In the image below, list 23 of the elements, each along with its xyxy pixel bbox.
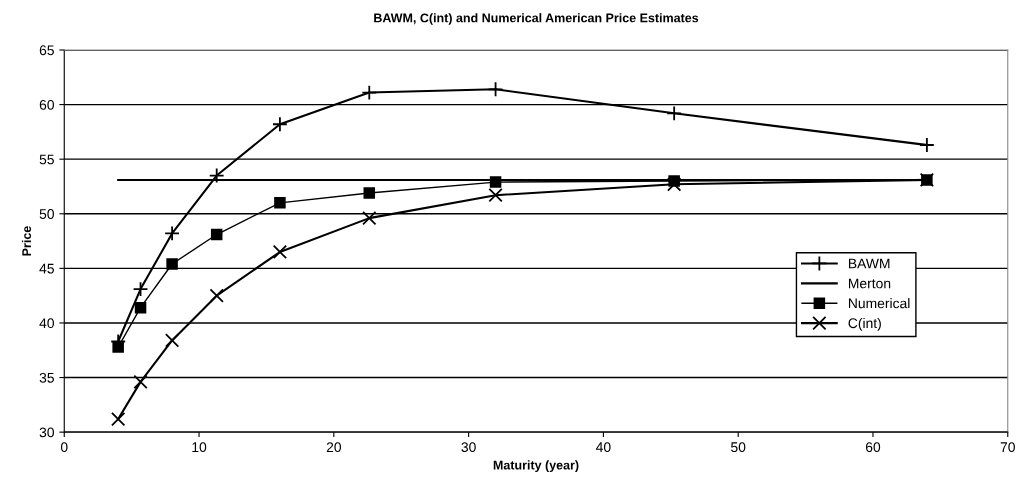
x-tick-label: 20	[326, 442, 342, 453]
y-axis-title: Price	[21, 226, 32, 256]
x-tick-label: 60	[865, 442, 881, 453]
legend-label: BAWM	[848, 258, 890, 269]
x-tick-label: 30	[461, 442, 476, 453]
x-tick-label: 40	[596, 442, 611, 453]
x-tick-label: 70	[1000, 442, 1015, 453]
y-tick-label: 35	[39, 372, 54, 383]
y-tick-label: 30	[39, 427, 54, 438]
y-tick-label: 45	[39, 263, 54, 274]
x-tick-label: 0	[60, 442, 68, 453]
y-tick-label: 40	[39, 318, 54, 329]
y-tick-label: 60	[39, 99, 54, 110]
x-tick-label: 10	[192, 442, 207, 453]
legend-label: Merton	[848, 278, 891, 289]
y-tick-label: 55	[39, 154, 54, 165]
legend-label: Numerical	[848, 298, 910, 309]
y-tick-label: 65	[39, 45, 54, 56]
x-axis-title: Maturity (year)	[493, 460, 579, 473]
y-tick-label: 50	[39, 209, 54, 219]
legend-label: C(int)	[848, 317, 881, 331]
chart-title: BAWM, C(int) and Numerical American Price Estimates	[374, 13, 699, 25]
x-tick-label: 50	[731, 442, 746, 453]
